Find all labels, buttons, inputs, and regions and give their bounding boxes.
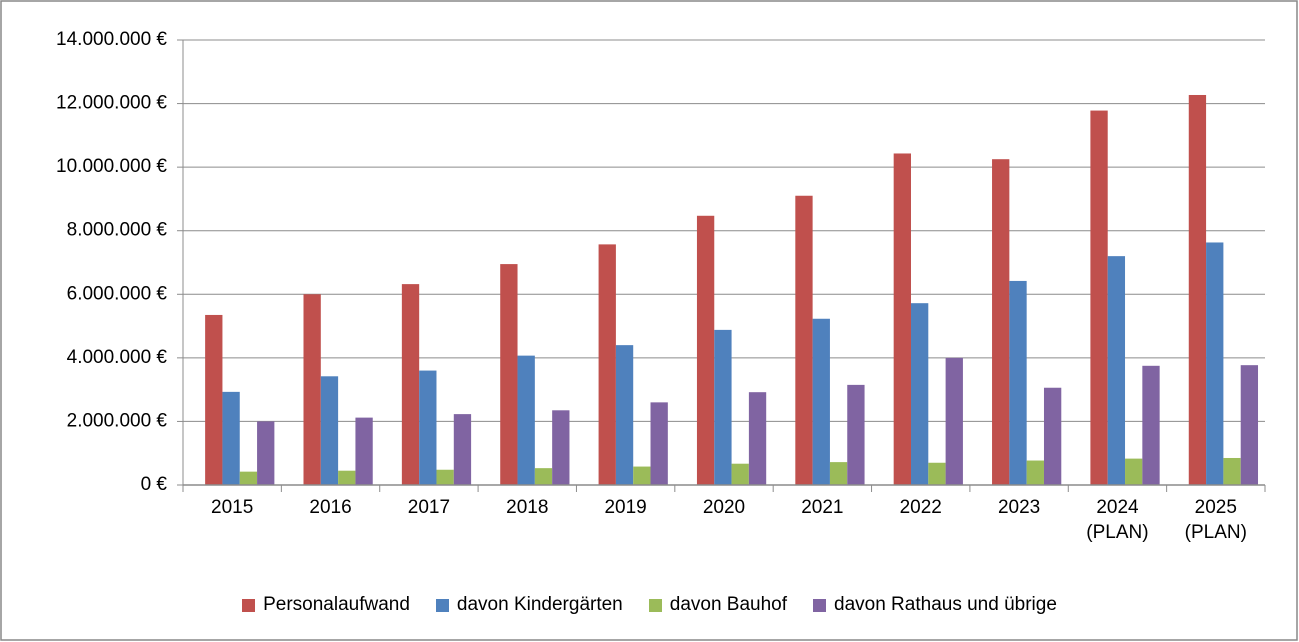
y-tick-label: 12.000.000 €: [56, 93, 167, 114]
bar: [1240, 365, 1259, 485]
x-tick-label: 2020: [702, 497, 746, 518]
bar: [534, 468, 553, 485]
bar: [1009, 280, 1027, 485]
bar: [1206, 242, 1224, 485]
bar: [1043, 387, 1062, 485]
x-tick-label: 2018: [506, 497, 549, 518]
bar: [633, 466, 651, 485]
bar: [401, 284, 420, 485]
y-tick-label: 8.000.000 €: [67, 220, 168, 241]
x-tick-label: 2016: [309, 497, 352, 518]
bar: [303, 294, 321, 485]
y-tick-label: 10.000.000 €: [56, 156, 167, 177]
y-tick-label: 14.000.000 €: [56, 29, 167, 50]
bar: [517, 355, 535, 485]
legend-label: Personalaufwand: [263, 594, 410, 615]
x-tick-label: 2022: [899, 497, 942, 518]
x-tick-label: 2017: [407, 497, 451, 518]
bar: [893, 153, 911, 485]
y-tick-label: 6.000.000 €: [67, 283, 168, 304]
bar: [436, 469, 454, 485]
legend-item: davon Rathaus und übrige: [813, 594, 1057, 616]
legend-label: davon Rathaus und übrige: [834, 594, 1057, 615]
legend-item: davon Kindergärten: [435, 594, 623, 616]
bar: [615, 345, 634, 485]
bar: [222, 391, 240, 485]
bar: [748, 392, 767, 485]
bar: [847, 384, 865, 485]
legend-swatch: [813, 598, 827, 612]
bar: [1107, 256, 1126, 485]
bar: [257, 421, 275, 485]
legend-label: davon Bauhof: [669, 594, 788, 615]
bar: [355, 417, 373, 485]
bar: [419, 370, 437, 485]
x-tick-label: 2023: [997, 497, 1041, 518]
bar: [928, 462, 946, 485]
bar: [650, 402, 668, 485]
bar: [910, 303, 929, 485]
x-tick-label: 2015: [211, 497, 254, 518]
bar: [696, 215, 715, 485]
bar: [1090, 110, 1108, 486]
legend: Personalaufwand davon Kindergärten davon B…: [0, 594, 1299, 616]
bar: [1188, 94, 1207, 485]
bar: [1026, 460, 1044, 485]
x-tick-label: 2019: [604, 497, 647, 518]
bar: [829, 462, 848, 485]
bar: [812, 318, 830, 485]
y-tick-label: 0 €: [141, 474, 168, 495]
y-tick-label: 4.000.000 €: [67, 347, 168, 368]
y-tick-label: 2.000.000 €: [67, 410, 168, 431]
bar: [320, 376, 339, 485]
bar: [731, 463, 749, 485]
bar: [338, 470, 356, 485]
x-tick-label: 2024 (PLAN): [1086, 497, 1149, 543]
legend-item: davon Bauhof: [648, 594, 788, 616]
bar: [500, 264, 518, 485]
bar: [598, 244, 616, 485]
legend-item: Personalaufwand: [242, 594, 410, 616]
legend-swatch: [242, 598, 256, 612]
bar: [552, 410, 570, 485]
bar: [1142, 365, 1160, 485]
legend-label: davon Kindergärten: [456, 594, 623, 615]
bar: [714, 329, 732, 485]
x-tick-label: 2025 (PLAN): [1184, 497, 1247, 543]
bar: [795, 195, 813, 485]
bar: [945, 357, 963, 485]
x-tick-label: 2021: [801, 497, 844, 518]
bar: [205, 314, 223, 485]
legend-swatch: [648, 598, 662, 612]
bar: [1223, 457, 1241, 485]
legend-swatch: [435, 598, 449, 612]
bar: [239, 471, 258, 485]
bar: [992, 159, 1010, 486]
bar: [1125, 458, 1143, 485]
bar: [453, 414, 472, 485]
